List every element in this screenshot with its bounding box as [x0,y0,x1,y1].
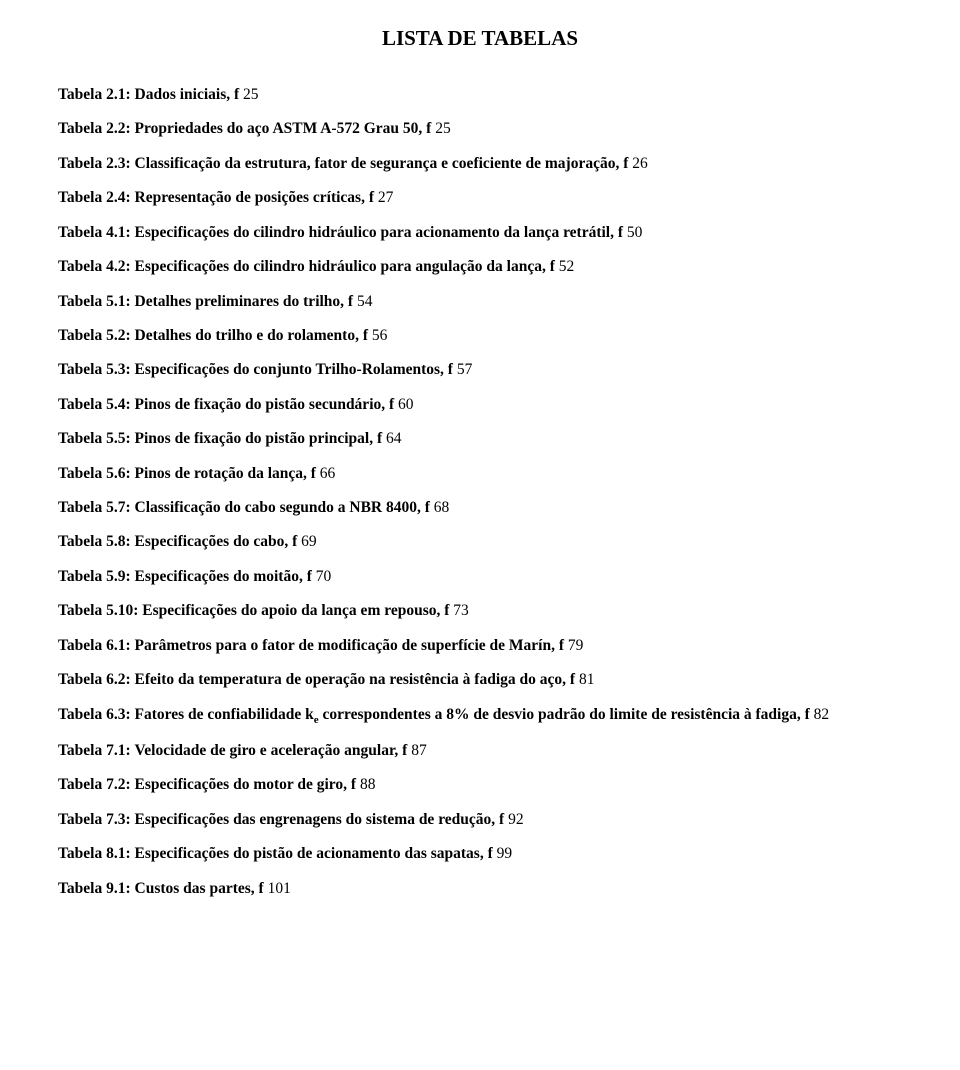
list-item: Tabela 7.2: Especificações do motor de g… [58,775,902,796]
list-item: Tabela 2.2: Propriedades do aço ASTM A-5… [58,119,902,140]
list-item: Tabela 5.4: Pinos de fixação do pistão s… [58,395,902,416]
entry-desc: Custos das partes, f [135,880,264,897]
entry-desc: Efeito da temperatura de operação na res… [135,671,576,688]
entry-page: 54 [357,293,373,310]
entry-prefix: Tabela 2.1: [58,86,131,103]
list-item: Tabela 5.10: Especificações do apoio da … [58,601,902,622]
entry-page: 101 [268,880,291,897]
entry-page: 57 [457,361,473,378]
list-item: Tabela 2.1: Dados iniciais, f 25 [58,85,902,106]
entry-page: 79 [568,637,584,654]
entry-prefix: Tabela 8.1: [58,845,131,862]
list-item: Tabela 5.1: Detalhes preliminares do tri… [58,292,902,313]
list-item: Tabela 5.2: Detalhes do trilho e do rola… [58,326,902,347]
entry-prefix: Tabela 7.3: [58,811,131,828]
entry-desc: Pinos de fixação do pistão principal, f [135,430,383,447]
list-item: Tabela 2.3: Classificação da estrutura, … [58,154,902,175]
entry-desc: Representação de posições críticas, f [135,189,374,206]
entry-desc: Parâmetros para o fator de modificação d… [135,637,564,654]
entry-page: 52 [559,258,575,275]
entry-desc: Classificação do cabo segundo a NBR 8400… [135,499,430,516]
entry-desc-part1: Fatores de confiabilidade k [135,706,314,723]
entry-page: 87 [411,742,427,759]
list-item: Tabela 9.1: Custos das partes, f 101 [58,879,902,900]
entry-desc: Especificações do apoio da lança em repo… [142,602,449,619]
entry-page: 25 [435,120,451,137]
entry-desc: Propriedades do aço ASTM A-572 Grau 50, … [135,120,432,137]
entry-prefix: Tabela 6.3: [58,706,131,723]
entry-desc-part2: correspondentes a 8% de desvio padrão do… [319,706,810,723]
entry-page: 50 [627,224,643,241]
entry-prefix: Tabela 5.2: [58,327,131,344]
list-item: Tabela 4.2: Especificações do cilindro h… [58,257,902,278]
entry-prefix: Tabela 4.2: [58,258,131,275]
entry-page: 27 [378,189,394,206]
page-title: LISTA DE TABELAS [58,26,902,51]
entry-desc: Pinos de rotação da lança, f [135,465,316,482]
entry-page: 82 [814,706,830,723]
entry-page: 69 [301,533,317,550]
list-item: Tabela 5.3: Especificações do conjunto T… [58,360,902,381]
entry-prefix: Tabela 5.3: [58,361,131,378]
list-item: Tabela 4.1: Especificações do cilindro h… [58,223,902,244]
entry-page: 25 [243,86,259,103]
entry-prefix: Tabela 5.5: [58,430,131,447]
list-item: Tabela 6.2: Efeito da temperatura de ope… [58,670,902,691]
entry-prefix: Tabela 5.10: [58,602,138,619]
entry-desc: Detalhes do trilho e do rolamento, f [135,327,368,344]
entry-prefix: Tabela 6.1: [58,637,131,654]
list-item: Tabela 5.6: Pinos de rotação da lança, f… [58,464,902,485]
entry-page: 56 [372,327,388,344]
entry-desc: Detalhes preliminares do trilho, f [135,293,354,310]
entry-page: 99 [497,845,513,862]
entry-prefix: Tabela 6.2: [58,671,131,688]
entry-page: 70 [316,568,332,585]
entry-page: 81 [579,671,595,688]
entry-prefix: Tabela 2.2: [58,120,131,137]
entry-desc: Especificações do cilindro hidráulico pa… [135,258,555,275]
entry-desc: Pinos de fixação do pistão secundário, f [135,396,395,413]
list-item: Tabela 5.8: Especificações do cabo, f 69 [58,532,902,553]
entry-page: 68 [434,499,450,516]
entry-prefix: Tabela 4.1: [58,224,131,241]
entry-page: 92 [508,811,524,828]
list-item: Tabela 7.1: Velocidade de giro e acelera… [58,741,902,762]
table-list: Tabela 2.1: Dados iniciais, f 25Tabela 2… [58,85,902,900]
entry-desc: Especificações do cabo, f [135,533,298,550]
entry-desc: Especificações do moitão, f [135,568,312,585]
entry-prefix: Tabela 5.7: [58,499,131,516]
list-item: Tabela 6.3: Fatores de confiabilidade ke… [58,705,902,728]
entry-desc: Dados iniciais, f [135,86,240,103]
entry-page: 60 [398,396,414,413]
entry-desc: Velocidade de giro e aceleração angular,… [135,742,408,759]
entry-page: 88 [360,776,376,793]
entry-page: 66 [320,465,336,482]
entry-prefix: Tabela 5.1: [58,293,131,310]
list-item: Tabela 5.9: Especificações do moitão, f … [58,567,902,588]
list-item: Tabela 8.1: Especificações do pistão de … [58,844,902,865]
entry-prefix: Tabela 7.1: [58,742,131,759]
entry-prefix: Tabela 5.9: [58,568,131,585]
list-item: Tabela 6.1: Parâmetros para o fator de m… [58,636,902,657]
entry-desc: Especificações do motor de giro, f [135,776,357,793]
entry-prefix: Tabela 5.4: [58,396,131,413]
entry-page: 26 [632,155,648,172]
entry-prefix: Tabela 2.4: [58,189,131,206]
list-item: Tabela 2.4: Representação de posições cr… [58,188,902,209]
entry-desc: Especificações das engrenagens do sistem… [135,811,505,828]
list-item: Tabela 5.5: Pinos de fixação do pistão p… [58,429,902,450]
entry-desc: Especificações do pistão de acionamento … [135,845,493,862]
entry-desc: Classificação da estrutura, fator de seg… [135,155,629,172]
entry-desc: Especificações do conjunto Trilho-Rolame… [135,361,453,378]
entry-prefix: Tabela 9.1: [58,880,131,897]
entry-page: 64 [386,430,402,447]
entry-prefix: Tabela 5.6: [58,465,131,482]
entry-desc: Especificações do cilindro hidráulico pa… [135,224,624,241]
entry-prefix: Tabela 2.3: [58,155,131,172]
entry-prefix: Tabela 5.8: [58,533,131,550]
entry-prefix: Tabela 7.2: [58,776,131,793]
list-item: Tabela 5.7: Classificação do cabo segund… [58,498,902,519]
entry-page: 73 [453,602,469,619]
list-item: Tabela 7.3: Especificações das engrenage… [58,810,902,831]
